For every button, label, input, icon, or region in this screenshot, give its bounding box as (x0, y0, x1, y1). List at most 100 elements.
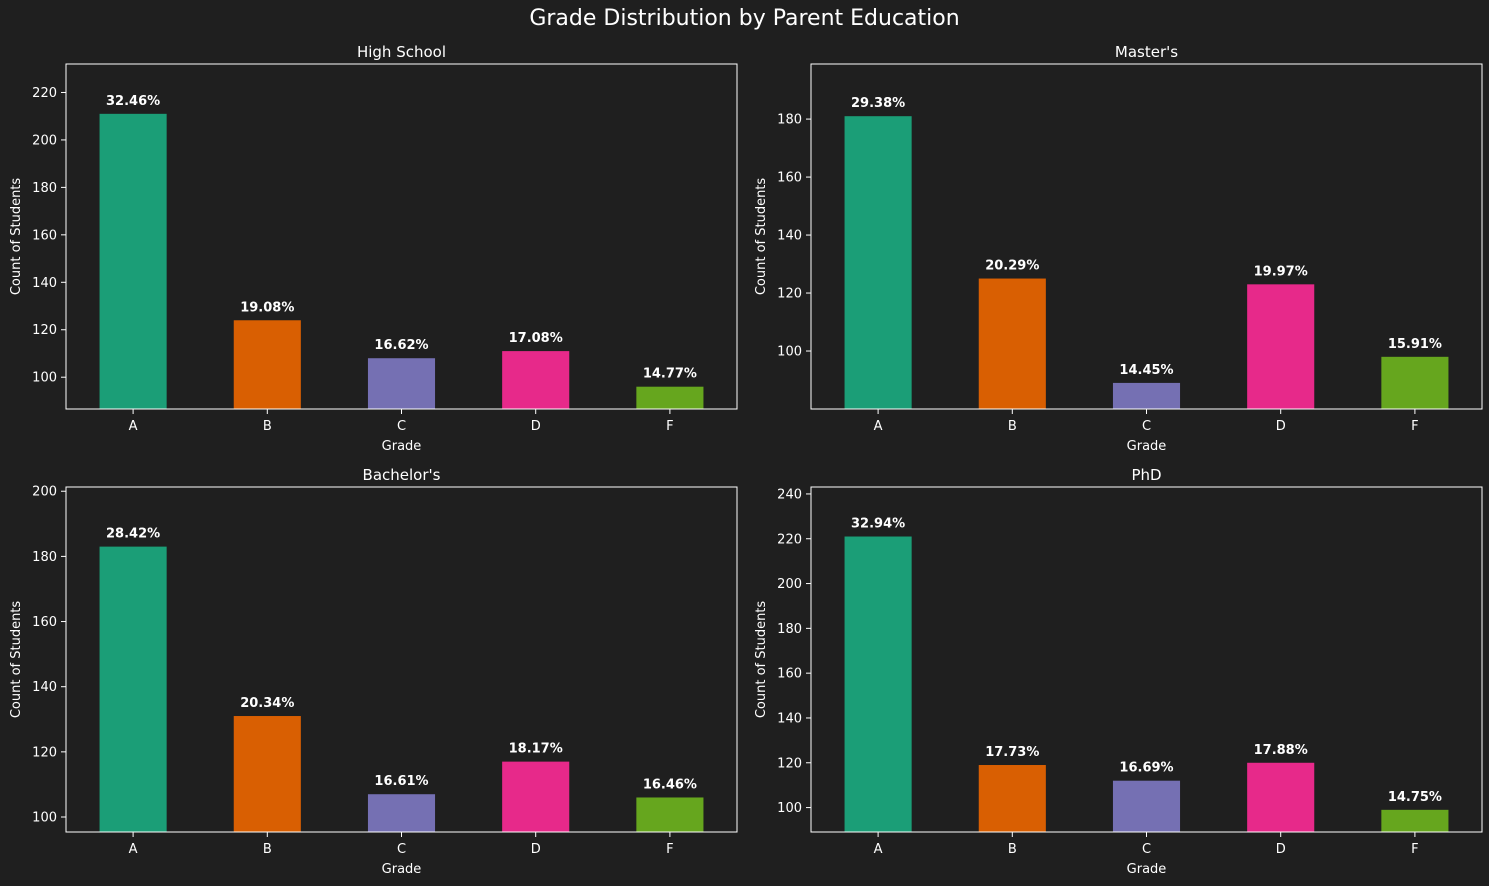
bar-f (636, 386, 704, 409)
x-tick-label: B (263, 419, 272, 434)
axes-frame (65, 63, 738, 410)
x-tick-label: D (531, 419, 541, 434)
y-tick-label: 180 (777, 113, 802, 128)
y-axis-label: Count of Students (754, 601, 769, 719)
y-tick-label: 140 (32, 680, 57, 695)
x-axis-label: Grade (382, 439, 422, 454)
x-tick-label: F (666, 842, 673, 857)
y-tick-label: 140 (32, 276, 57, 291)
bar-b (978, 765, 1046, 832)
bar-d (1247, 762, 1315, 832)
axes-frame (810, 486, 1483, 833)
y-tick-label: 200 (32, 133, 57, 148)
y-tick-label: 200 (32, 485, 57, 500)
x-tick-label: D (1276, 419, 1286, 434)
y-axis-label: Count of Students (9, 178, 24, 296)
y-tick-label: 120 (32, 323, 57, 338)
bar-b (978, 278, 1046, 409)
y-tick-label: 120 (777, 287, 802, 302)
bar-f (1381, 809, 1449, 832)
data-label: 17.08% (509, 331, 563, 346)
y-tick-label: 220 (32, 86, 57, 101)
y-tick-label: 160 (32, 228, 57, 243)
data-label: 29.38% (851, 96, 905, 111)
data-label: 15.91% (1388, 337, 1442, 352)
data-label: 17.88% (1254, 743, 1308, 758)
subplot-title: Bachelor's (363, 466, 441, 484)
bar-a (844, 116, 912, 409)
bar-b (233, 320, 301, 409)
x-tick-label: A (129, 419, 138, 434)
x-tick-label: B (1008, 419, 1017, 434)
x-tick-label: A (129, 842, 138, 857)
x-tick-label: F (1411, 842, 1418, 857)
data-label: 18.17% (509, 742, 563, 757)
data-label: 16.69% (1119, 761, 1173, 776)
subplot-bachelors: Bachelor's 28.42% A 20.34% B 16.61% C 18.17% D 16… (9, 466, 738, 877)
bar-d (502, 761, 570, 832)
subplot-masters: Master's 29.38% A 20.29% B 14.45% C 19.97% D 15.9… (754, 43, 1483, 454)
x-tick-label: D (531, 842, 541, 857)
y-axis-label: Count of Students (9, 601, 24, 719)
data-label: 19.97% (1254, 264, 1308, 279)
data-label: 14.75% (1388, 790, 1442, 805)
y-tick-label: 220 (777, 532, 802, 547)
data-label: 28.42% (106, 527, 160, 542)
x-axis-label: Grade (1127, 439, 1167, 454)
x-tick-label: B (263, 842, 272, 857)
subplot-phd: PhD 32.94% A 17.73% B 16.69% C 17.88% D 14.75% F 10… (754, 466, 1483, 877)
data-label: 32.94% (851, 517, 905, 532)
x-tick-label: F (666, 419, 673, 434)
bar-f (636, 797, 704, 832)
x-tick-label: C (397, 842, 406, 857)
bar-d (502, 351, 570, 409)
axes-frame (65, 486, 738, 833)
x-axis-label: Grade (382, 862, 422, 877)
y-tick-label: 100 (777, 801, 802, 816)
y-tick-label: 180 (32, 181, 57, 196)
bar-d (1247, 284, 1315, 409)
y-tick-label: 120 (777, 756, 802, 771)
figure-title: Grade Distribution by Parent Education (529, 6, 960, 31)
data-label: 14.77% (643, 367, 697, 382)
y-tick-label: 180 (777, 622, 802, 637)
bar-a (844, 536, 912, 832)
bar-c (1112, 382, 1181, 409)
subplot-title: PhD (1131, 466, 1161, 484)
bar-b (233, 716, 301, 832)
data-label: 16.62% (374, 338, 428, 353)
bar-c (1112, 780, 1181, 832)
x-tick-label: C (1142, 419, 1151, 434)
bar-a (99, 113, 167, 409)
x-tick-label: A (874, 419, 883, 434)
y-tick-label: 200 (777, 577, 802, 592)
y-tick-label: 160 (32, 615, 57, 630)
y-tick-label: 140 (777, 711, 802, 726)
bar-c (367, 358, 436, 409)
x-tick-label: B (1008, 842, 1017, 857)
x-tick-label: C (1142, 842, 1151, 857)
axes-frame (810, 63, 1483, 410)
y-tick-label: 140 (777, 229, 802, 244)
y-axis-label: Count of Students (754, 178, 769, 296)
y-tick-label: 160 (777, 667, 802, 682)
x-tick-label: D (1276, 842, 1286, 857)
subplot-title: High School (357, 43, 446, 61)
subplot-title: Master's (1115, 43, 1178, 61)
x-tick-label: A (874, 842, 883, 857)
y-tick-label: 240 (777, 487, 802, 502)
y-tick-label: 180 (32, 550, 57, 565)
subplot-high-school: High School 32.46% A 19.08% B 16.62% C 17.08% D 1… (9, 43, 738, 454)
data-label: 20.34% (240, 696, 294, 711)
y-tick-label: 100 (32, 371, 57, 386)
bar-c (367, 794, 436, 832)
y-tick-label: 100 (777, 345, 802, 360)
data-label: 16.61% (374, 774, 428, 789)
data-label: 32.46% (106, 94, 160, 109)
bar-f (1381, 356, 1449, 409)
data-label: 16.46% (643, 777, 697, 792)
data-label: 17.73% (985, 745, 1039, 760)
data-label: 14.45% (1119, 363, 1173, 378)
x-axis-label: Grade (1127, 862, 1167, 877)
y-tick-label: 120 (32, 745, 57, 760)
